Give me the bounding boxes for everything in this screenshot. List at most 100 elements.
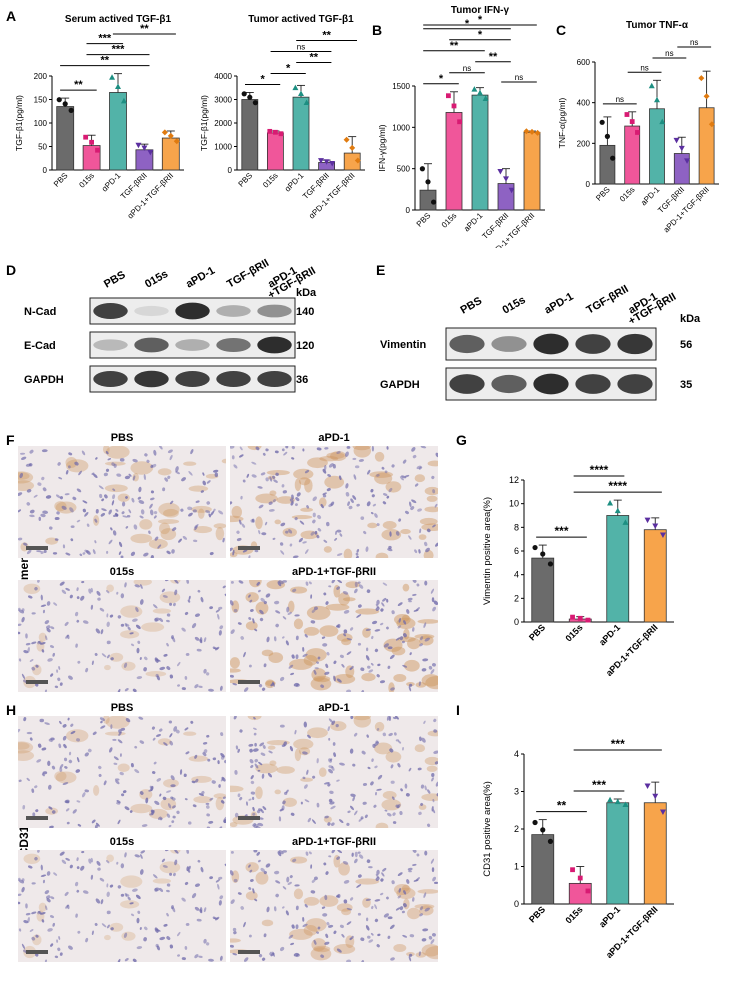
cell-nucleus [193, 539, 198, 543]
cell-nucleus [273, 906, 277, 912]
cell-nucleus [400, 788, 403, 792]
cell-nucleus [220, 777, 225, 782]
stain-patch [109, 922, 124, 932]
cell-nucleus [64, 621, 69, 626]
cell-nucleus [337, 580, 343, 584]
cell-nucleus [360, 667, 365, 672]
cell-nucleus [166, 936, 171, 941]
cell-nucleus [169, 872, 173, 876]
cell-nucleus [377, 663, 381, 667]
cell-nucleus [380, 878, 384, 882]
cell-nucleus [367, 469, 371, 475]
cell-nucleus [159, 936, 166, 941]
cell-nucleus [333, 930, 337, 935]
cell-nucleus [201, 791, 205, 795]
cell-nucleus [173, 726, 178, 732]
cell-nucleus [26, 731, 33, 735]
stain-patch [159, 591, 181, 604]
cell-nucleus [40, 604, 47, 607]
stain-patch [215, 527, 225, 541]
cell-nucleus [41, 449, 48, 453]
cell-nucleus [259, 609, 264, 615]
cell-nucleus [425, 547, 430, 553]
cell-nucleus [106, 891, 110, 898]
cell-nucleus [74, 881, 79, 887]
stain-patch [158, 502, 180, 517]
cell-nucleus [325, 601, 329, 605]
cell-nucleus [260, 752, 266, 756]
cell-nucleus [311, 879, 316, 883]
stain-patch [385, 481, 402, 493]
cell-nucleus [160, 817, 163, 821]
cell-nucleus [421, 737, 426, 743]
data-point [425, 179, 431, 185]
cell-nucleus [46, 898, 51, 903]
cell-nucleus [55, 494, 61, 499]
cell-nucleus [76, 488, 82, 493]
cell-nucleus [249, 599, 253, 603]
cell-nucleus [106, 654, 110, 659]
cell-nucleus [62, 724, 67, 728]
stain-patch [294, 478, 302, 492]
cell-nucleus [422, 658, 429, 662]
cell-nucleus [56, 669, 59, 673]
cell-nucleus [124, 475, 131, 480]
cell-nucleus [177, 684, 181, 687]
cell-nucleus [153, 511, 158, 515]
cell-nucleus [328, 463, 334, 468]
cell-nucleus [238, 580, 244, 584]
cell-nucleus [414, 549, 418, 554]
stain-patch [267, 745, 276, 750]
cell-nucleus [76, 757, 80, 763]
cell-nucleus [167, 449, 173, 454]
data-point [477, 89, 483, 96]
ihc-panel-title: PBS [110, 702, 134, 714]
y-axis-label: TGF-β1(pg/ml) [14, 95, 24, 151]
data-point [89, 139, 94, 145]
stain-patch [120, 630, 140, 639]
stain-patch [159, 861, 181, 874]
cell-nucleus [296, 492, 301, 497]
cell-nucleus [76, 889, 80, 893]
cell-nucleus [198, 793, 205, 796]
cell-nucleus [215, 609, 220, 613]
data-point [622, 801, 629, 807]
stain-patch [105, 461, 126, 466]
data-point [622, 519, 629, 525]
cell-nucleus [261, 773, 265, 779]
cell-nucleus [162, 595, 168, 598]
cell-nucleus [302, 751, 308, 755]
stain-patch [303, 896, 320, 906]
cell-nucleus [382, 867, 387, 872]
cell-nucleus [38, 516, 42, 521]
cell-nucleus [42, 609, 46, 614]
cell-nucleus [321, 906, 326, 909]
significance-label: *** [98, 33, 112, 45]
cell-nucleus [54, 955, 59, 959]
cell-nucleus [175, 729, 180, 734]
cell-nucleus [59, 720, 62, 725]
cell-nucleus [434, 503, 438, 508]
cell-nucleus [144, 656, 148, 661]
cell-nucleus [416, 853, 420, 857]
cell-nucleus [35, 664, 39, 668]
cell-nucleus [41, 476, 45, 481]
cell-nucleus [278, 850, 284, 855]
cell-nucleus [126, 515, 131, 518]
cell-nucleus [254, 742, 257, 747]
stain-patch [391, 646, 406, 656]
y-tick-label: 1000 [392, 123, 410, 132]
cell-nucleus [116, 473, 122, 477]
stain-patch [369, 471, 394, 478]
cell-nucleus [219, 826, 223, 828]
stain-patch [418, 804, 427, 810]
cell-nucleus [371, 620, 378, 625]
cell-nucleus [373, 804, 377, 808]
cell-nucleus [18, 728, 21, 733]
cell-nucleus [258, 761, 263, 766]
data-point [585, 888, 591, 894]
cell-nucleus [338, 475, 342, 481]
cell-nucleus [386, 446, 389, 450]
cell-nucleus [330, 822, 335, 826]
stain-patch [293, 888, 304, 900]
